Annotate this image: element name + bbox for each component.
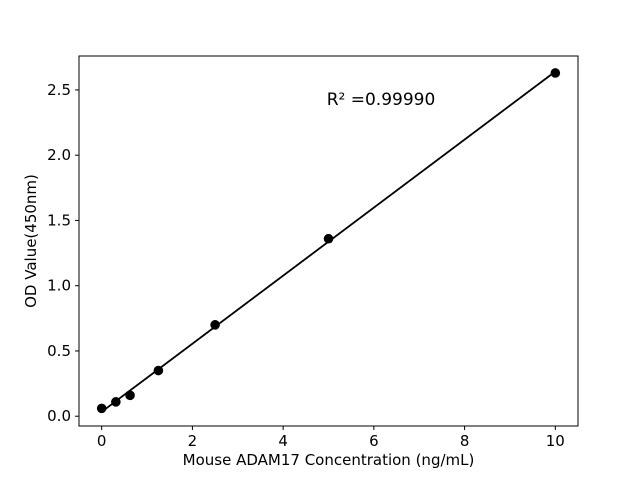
y-tick-label: 2.5 (47, 81, 71, 99)
x-tick-label: 10 (546, 432, 565, 450)
x-tick-label: 8 (460, 432, 470, 450)
data-point (323, 233, 334, 244)
y-axis-label: OD Value(450nm) (22, 174, 40, 308)
x-axis-label: Mouse ADAM17 Concentration (ng/mL) (182, 451, 475, 469)
x-tick-label: 4 (278, 432, 288, 450)
x-tick-label: 0 (97, 432, 107, 450)
r-squared-annotation: R² =0.99990 (326, 90, 436, 110)
plot-border (78, 55, 579, 427)
y-tick-label: 0.0 (47, 407, 71, 425)
data-point (210, 320, 220, 330)
data-point (125, 390, 135, 401)
data-point (96, 403, 107, 414)
x-tick-label: 6 (369, 432, 379, 450)
data-point (111, 397, 121, 407)
y-tick-label: 0.5 (47, 342, 71, 360)
y-tick-label: 1.0 (47, 277, 71, 295)
y-tick-label: 1.5 (47, 211, 71, 229)
x-tick-label: 2 (188, 432, 198, 450)
data-point (550, 68, 561, 78)
y-tick-label: 2.0 (47, 146, 71, 164)
data-point (153, 365, 164, 376)
